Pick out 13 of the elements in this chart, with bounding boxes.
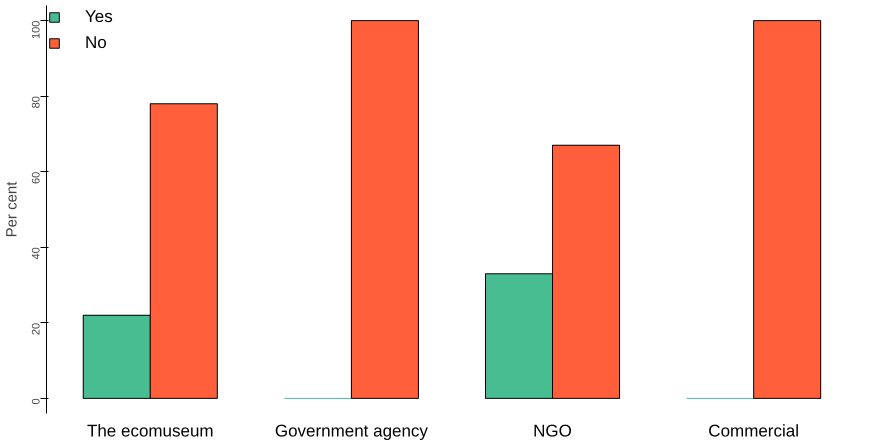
legend-label: No	[85, 33, 107, 53]
y-axis-title: Per cent	[4, 180, 20, 238]
x-tick-label: The ecomuseum	[86, 422, 214, 440]
y-tick-label: 80	[30, 96, 42, 108]
y-tick-label: 60	[30, 172, 42, 184]
y-tick-label: 20	[30, 322, 42, 336]
legend-label: Yes	[85, 7, 113, 27]
y-tick-label: 0	[30, 398, 42, 405]
x-tick-label: Commercial	[708, 422, 799, 440]
x-tick-label: NGO	[533, 422, 572, 440]
x-tick-label: Government agency	[274, 422, 428, 440]
y-tick-label: 100	[30, 20, 42, 39]
y-tick-label: 40	[30, 247, 42, 260]
